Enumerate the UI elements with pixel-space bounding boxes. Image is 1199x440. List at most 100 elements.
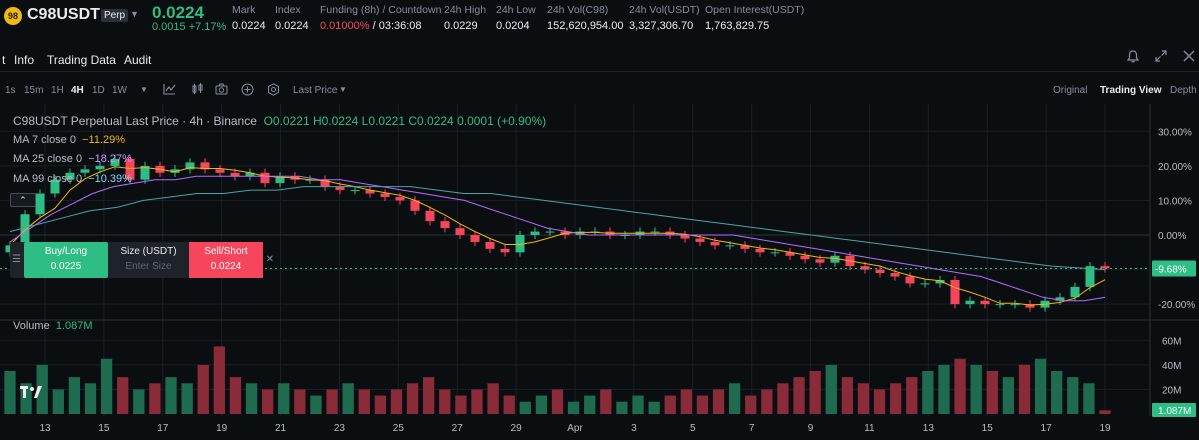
vol-c98-value: 152,620,954.00	[547, 20, 624, 32]
candle-body	[860, 266, 870, 270]
volume-bar	[841, 377, 853, 414]
current-price-marker	[1152, 260, 1196, 277]
time-axis-label: 19	[216, 423, 228, 434]
price-axis-label: 30.00%	[1158, 127, 1192, 138]
view-depth[interactable]: Depth	[1170, 85, 1197, 96]
index-stat: Index 0.0224	[275, 4, 309, 32]
time-axis-label: 25	[393, 423, 405, 434]
volume-bar	[406, 383, 419, 414]
volume-bar	[680, 389, 692, 414]
candle-body	[1055, 297, 1065, 301]
time-axis-label: 11	[864, 423, 875, 434]
mark-value: 0.0224	[232, 20, 266, 32]
volume-bar	[986, 371, 998, 414]
symbol-name[interactable]: C98USDT	[27, 6, 100, 23]
time-axis-label: 23	[334, 423, 346, 434]
high-stat: 24h High 0.0229	[444, 4, 486, 32]
view-trading-view[interactable]: Trading View	[1100, 85, 1162, 96]
ma7-line	[9, 166, 1106, 306]
chevron-down-icon[interactable]: ▼	[130, 9, 139, 19]
candle-body	[50, 179, 60, 194]
buy-long-button[interactable]: Buy/Long 0.0225	[24, 242, 108, 278]
price-type-chevron-icon[interactable]: ▼	[339, 85, 347, 94]
camera-icon[interactable]	[215, 83, 228, 98]
candle-body	[875, 269, 885, 274]
volume-bar	[1067, 377, 1079, 414]
candle-body	[1010, 304, 1020, 306]
funding-label: Funding (8h) / Countdown	[320, 4, 442, 16]
close-widget-icon[interactable]: ✕	[265, 254, 274, 265]
collapse-legend-button[interactable]: ⌃	[10, 193, 36, 207]
settings-icon[interactable]	[267, 83, 280, 99]
candle-body	[365, 190, 375, 194]
tab-info[interactable]: Info	[14, 53, 35, 67]
funding-countdown: / 03:36:08	[369, 20, 422, 32]
volume-bar	[922, 371, 934, 414]
candle-body	[170, 169, 180, 173]
price-axis-label: 0.00%	[1158, 231, 1186, 242]
candle-body	[440, 221, 450, 229]
candle-body	[395, 196, 405, 201]
volume-bar	[245, 383, 258, 414]
interval-1h[interactable]: 1H	[51, 85, 64, 96]
time-axis-label: 21	[275, 423, 287, 434]
volume-bar	[68, 377, 81, 414]
tab-chart[interactable]: t	[2, 53, 6, 67]
price-axis-label: 20.00%	[1158, 162, 1192, 173]
candle-body	[215, 169, 225, 173]
volume-legend: Volume 1.087M	[13, 320, 93, 332]
volume-bar	[728, 383, 741, 414]
add-indicator-icon[interactable]	[241, 83, 254, 99]
volume-bar	[1051, 371, 1063, 414]
ma25-legend: MA 25 close 0 −18.27%	[13, 153, 132, 165]
time-axis-label: 3	[631, 423, 637, 434]
close-icon[interactable]	[1183, 50, 1195, 65]
volume-bar	[390, 389, 403, 414]
view-original[interactable]: Original	[1053, 85, 1088, 96]
candle-body	[350, 190, 360, 192]
indicator-line-icon[interactable]	[163, 83, 176, 98]
drag-handle-icon[interactable]: ☰	[12, 254, 21, 265]
volume-bar	[793, 377, 805, 414]
ma99-value: −10.39%	[88, 173, 132, 185]
time-axis-label: 17	[1041, 423, 1053, 434]
size-field[interactable]: Size (USDT) Enter Size	[108, 242, 189, 278]
candle-body	[335, 186, 345, 191]
candle-body	[755, 248, 765, 253]
sell-short-button[interactable]: Sell/Short 0.0224	[189, 242, 263, 278]
volume-bar	[294, 389, 306, 414]
candle-body	[275, 176, 285, 184]
bell-icon[interactable]	[1126, 50, 1140, 66]
tab-trading-data[interactable]: Trading Data	[47, 53, 116, 67]
candle-body	[695, 238, 705, 242]
candle-body	[260, 172, 270, 184]
volume-bar	[20, 383, 32, 414]
price-axis-label: -20.00%	[1158, 300, 1195, 311]
chart-legend-title: C98USDT Perpetual Last Price · 4h · Bina…	[13, 114, 546, 128]
volume-marker-label: 1.087M	[1158, 406, 1191, 417]
volume-bar	[777, 383, 789, 414]
interval-1d[interactable]: 1D	[92, 85, 105, 96]
ma99-line	[9, 186, 1106, 271]
interval-dropdown-icon[interactable]: ▼	[140, 85, 148, 94]
vol-usdt-stat: 24h Vol(USDT) 3,327,306.70	[629, 4, 700, 32]
candle-body	[740, 245, 750, 249]
open-interest-stat: Open Interest(USDT) 1,763,829.75	[705, 4, 804, 32]
interval-1s[interactable]: 1s	[5, 85, 16, 96]
candle-type-icon[interactable]	[191, 83, 204, 98]
interval-4h[interactable]: 4H	[71, 85, 84, 96]
interval-15m[interactable]: 15m	[24, 85, 44, 96]
tab-audit[interactable]: Audit	[124, 53, 152, 67]
price-type-select[interactable]: Last Price	[293, 85, 338, 96]
size-input[interactable]: Enter Size	[125, 261, 172, 272]
interval-1w[interactable]: 1W	[112, 85, 127, 96]
volume-bar	[1099, 410, 1111, 414]
candle-body	[95, 165, 105, 170]
ma99-legend: MA 99 close 0 −10.39%	[13, 173, 132, 185]
vol-c98-stat: 24h Vol(C98) 152,620,954.00	[547, 4, 623, 32]
candle-body	[410, 200, 420, 211]
candle-body	[620, 235, 630, 237]
candle-body	[455, 228, 465, 236]
volume-bar	[374, 395, 387, 414]
expand-icon[interactable]	[1155, 50, 1167, 65]
